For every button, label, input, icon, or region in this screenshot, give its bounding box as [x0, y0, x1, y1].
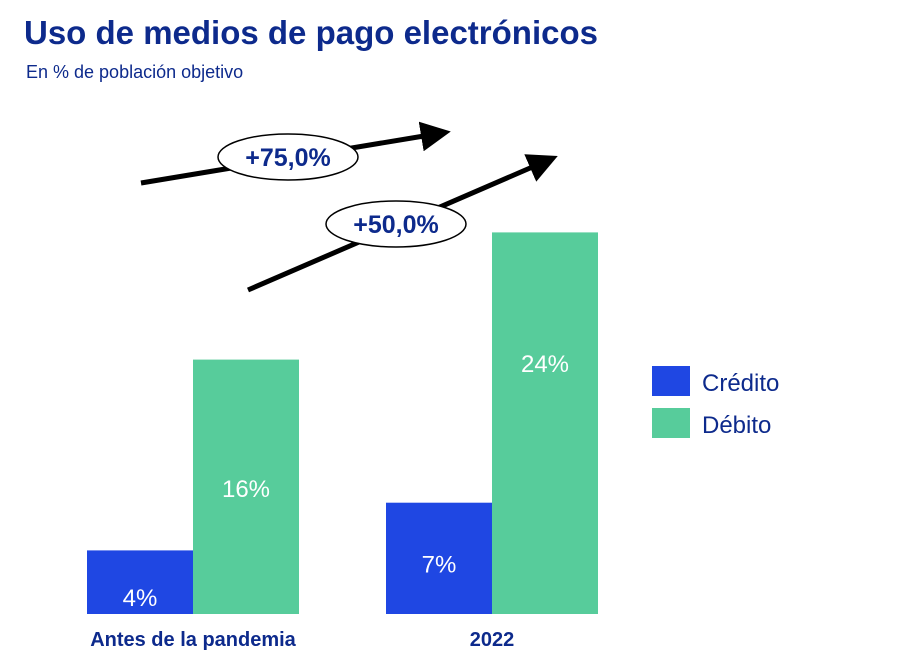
bar-credito [386, 502, 492, 614]
legend-label: Débito [702, 412, 771, 439]
chart-title: Uso de medios de pago electrónicos [24, 14, 598, 51]
data-label: 24% [521, 351, 569, 378]
bar-debito [492, 232, 598, 614]
growth-annotation: +75,0% [245, 144, 331, 172]
bar-credito [87, 550, 193, 614]
chart-subtitle: En % de población objetivo [26, 62, 244, 82]
data-label: 7% [422, 551, 457, 578]
category-label: Antes de la pandemia [90, 629, 296, 651]
data-label: 16% [222, 476, 270, 503]
annotation-ellipse [325, 200, 467, 248]
bar-debito [193, 359, 299, 614]
legend-swatch [652, 366, 690, 396]
legend-label: Crédito [702, 370, 779, 397]
data-label: 4% [123, 585, 158, 612]
growth-annotation: +50,0% [353, 211, 439, 239]
category-label: 2022 [470, 629, 515, 651]
annotation-ellipse [217, 133, 359, 181]
legend-swatch [652, 408, 690, 438]
